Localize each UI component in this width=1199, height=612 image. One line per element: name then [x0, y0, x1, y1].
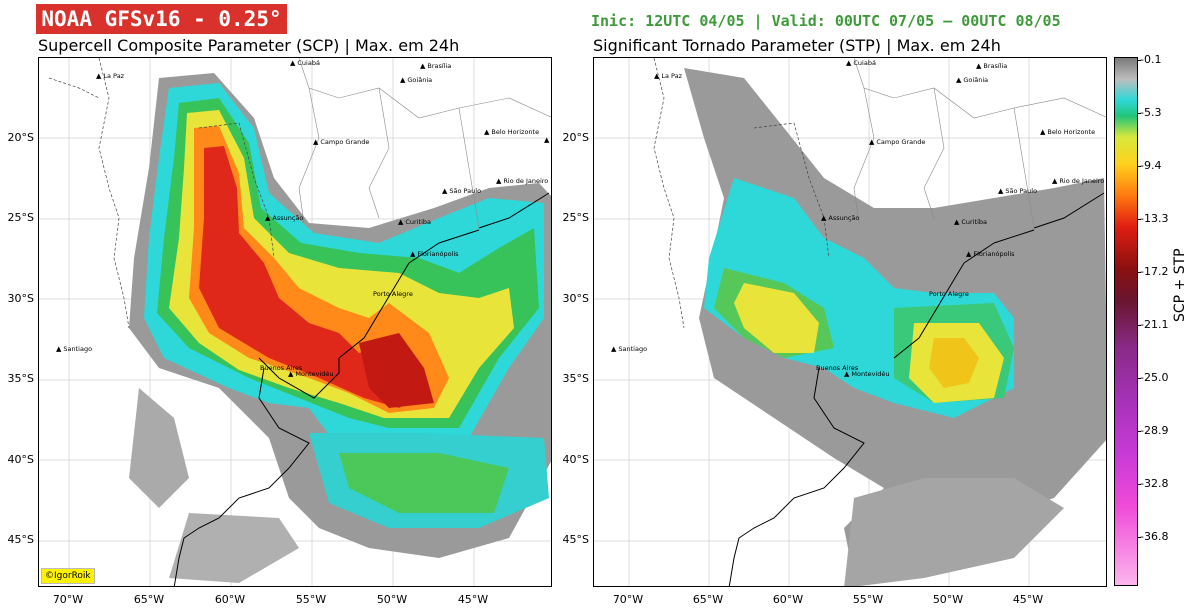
city-cuiaba-right: ▲ Cuiabá [846, 59, 876, 67]
colorbar-label: SCP + STP [1172, 248, 1188, 322]
city-cuiaba: ▲ Cuiabá [290, 59, 320, 67]
lat-label-40s-right: 40°S [562, 453, 589, 466]
lat-label-45s-right: 45°S [562, 533, 589, 546]
lon-label-65w: 65°W [133, 593, 165, 606]
author-credit: ©IgorRoik [41, 568, 95, 584]
lon-label-45w: 45°W [457, 593, 489, 606]
city-florianopolis: ▲ Florianópolis [410, 250, 459, 258]
lon-label-65w-right: 65°W [692, 593, 724, 606]
city-rio-de-janeiro-right: ▲ Rio de Janeiro [1052, 177, 1105, 185]
scp-map-graphic [39, 58, 551, 586]
lat-label-25s: 25°S [7, 211, 34, 224]
lat-label-20s: 20°S [7, 131, 34, 144]
lat-label-25s-right: 25°S [562, 211, 589, 224]
stp-panel-title: Significant Tornado Parameter (STP) | Ma… [593, 36, 1001, 55]
city-curitiba: ▲ Curitiba [398, 218, 431, 226]
city-la-paz-right: ▲ La Paz [654, 72, 683, 80]
lon-label-55w-right: 55°W [852, 593, 884, 606]
lon-label-70w: 70°W [52, 593, 84, 606]
lat-label-35s: 35°S [7, 372, 34, 385]
city-buenos-aires: Buenos Aires [260, 364, 303, 372]
city-curitiba-right: ▲ Curitiba [954, 218, 987, 226]
lat-label-20s-right: 20°S [562, 131, 589, 144]
city-assuncao: ▲ Assunção [265, 214, 304, 222]
colorbar-tick-label: -17.2 [1140, 265, 1169, 278]
city-goiania-right: ▲ Goiânia [956, 76, 989, 84]
city-campo-grande: ▲ Campo Grande [313, 138, 370, 146]
city-belo-horizonte-right: ▲ Belo Horizonte [1040, 128, 1096, 136]
lat-label-40s: 40°S [7, 453, 34, 466]
city-buenos-aires-right: Buenos Aires [816, 364, 859, 372]
colorbar-tick-label: -9.4 [1140, 159, 1162, 172]
colorbar-tick-label: -21.1 [1140, 318, 1169, 331]
stp-map-graphic [594, 58, 1106, 586]
city-porto-alegre: Porto Alegre [373, 290, 413, 298]
scp-map [38, 57, 552, 587]
city-santiago-right: ▲ Santiago [611, 345, 648, 353]
lon-label-45w-right: 45°W [1012, 593, 1044, 606]
colorbar-tick-label: -5.3 [1140, 106, 1162, 119]
lon-label-50w: 50°W [376, 593, 408, 606]
city-brasilia: ▲ Brasília [420, 62, 452, 70]
colorbar-tick-label: -13.3 [1140, 212, 1169, 225]
colorbar [1114, 57, 1138, 586]
lat-label-30s-right: 30°S [562, 292, 589, 305]
lon-label-55w: 55°W [295, 593, 327, 606]
city-sao-paulo-right: ▲ São Paulo [998, 187, 1038, 195]
city-sao-paulo: ▲ São Paulo [442, 187, 482, 195]
city-brasilia-right: ▲ Brasília [976, 62, 1008, 70]
city-montevideu-right: ▲ Montevidéu [844, 370, 890, 378]
city-florianopolis-right: ▲ Florianópolis [966, 250, 1015, 258]
city-santiago: ▲ Santiago [56, 345, 93, 353]
city-la-paz: ▲ La Paz [96, 72, 125, 80]
colorbar-tick-label: -0.1 [1140, 53, 1162, 66]
lat-label-35s-right: 35°S [562, 372, 589, 385]
colorbar-tick-label: -32.8 [1140, 477, 1169, 490]
lat-label-45s: 45°S [7, 533, 34, 546]
run-info: Inic: 12UTC 04/05 | Valid: 00UTC 07/05 –… [591, 12, 1061, 30]
city-goiania: ▲ Goiânia [400, 76, 433, 84]
city-vitoria: ▲ [544, 136, 550, 144]
city-assuncao-right: ▲ Assunção [821, 214, 860, 222]
colorbar-tick-label: -25.0 [1140, 371, 1169, 384]
city-montevideu: ▲ Montevidéu [288, 370, 334, 378]
lat-label-30s: 30°S [7, 292, 34, 305]
scp-panel-title: Supercell Composite Parameter (SCP) | Ma… [38, 36, 460, 55]
stp-map [593, 57, 1107, 587]
city-belo-horizonte: ▲ Belo Horizonte [484, 128, 540, 136]
lon-label-60w: 60°W [214, 593, 246, 606]
colorbar-tick-label: -36.8 [1140, 530, 1169, 543]
lon-label-70w-right: 70°W [612, 593, 644, 606]
lon-label-50w-right: 50°W [932, 593, 964, 606]
model-badge: NOAA GFSv16 - 0.25° [36, 4, 287, 34]
city-porto-alegre-right: Porto Alegre [929, 290, 969, 298]
colorbar-tick-label: -28.9 [1140, 424, 1169, 437]
lon-label-60w-right: 60°W [772, 593, 804, 606]
city-campo-grande-right: ▲ Campo Grande [869, 138, 926, 146]
city-rio-de-janeiro: ▲ Rio de Janeiro [496, 177, 549, 185]
